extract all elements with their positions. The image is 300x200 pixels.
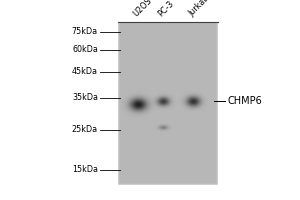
Bar [118,22,218,185]
Text: 60kDa: 60kDa [72,46,98,54]
Text: U2OS: U2OS [132,0,154,18]
Text: Jurkat: Jurkat [187,0,209,18]
Text: CHMP6: CHMP6 [228,96,263,106]
Text: 15kDa: 15kDa [72,166,98,174]
Text: PC-3: PC-3 [157,0,176,18]
Text: 75kDa: 75kDa [72,27,98,36]
Text: 45kDa: 45kDa [72,68,98,76]
Text: 25kDa: 25kDa [72,126,98,134]
Text: 35kDa: 35kDa [72,94,98,102]
